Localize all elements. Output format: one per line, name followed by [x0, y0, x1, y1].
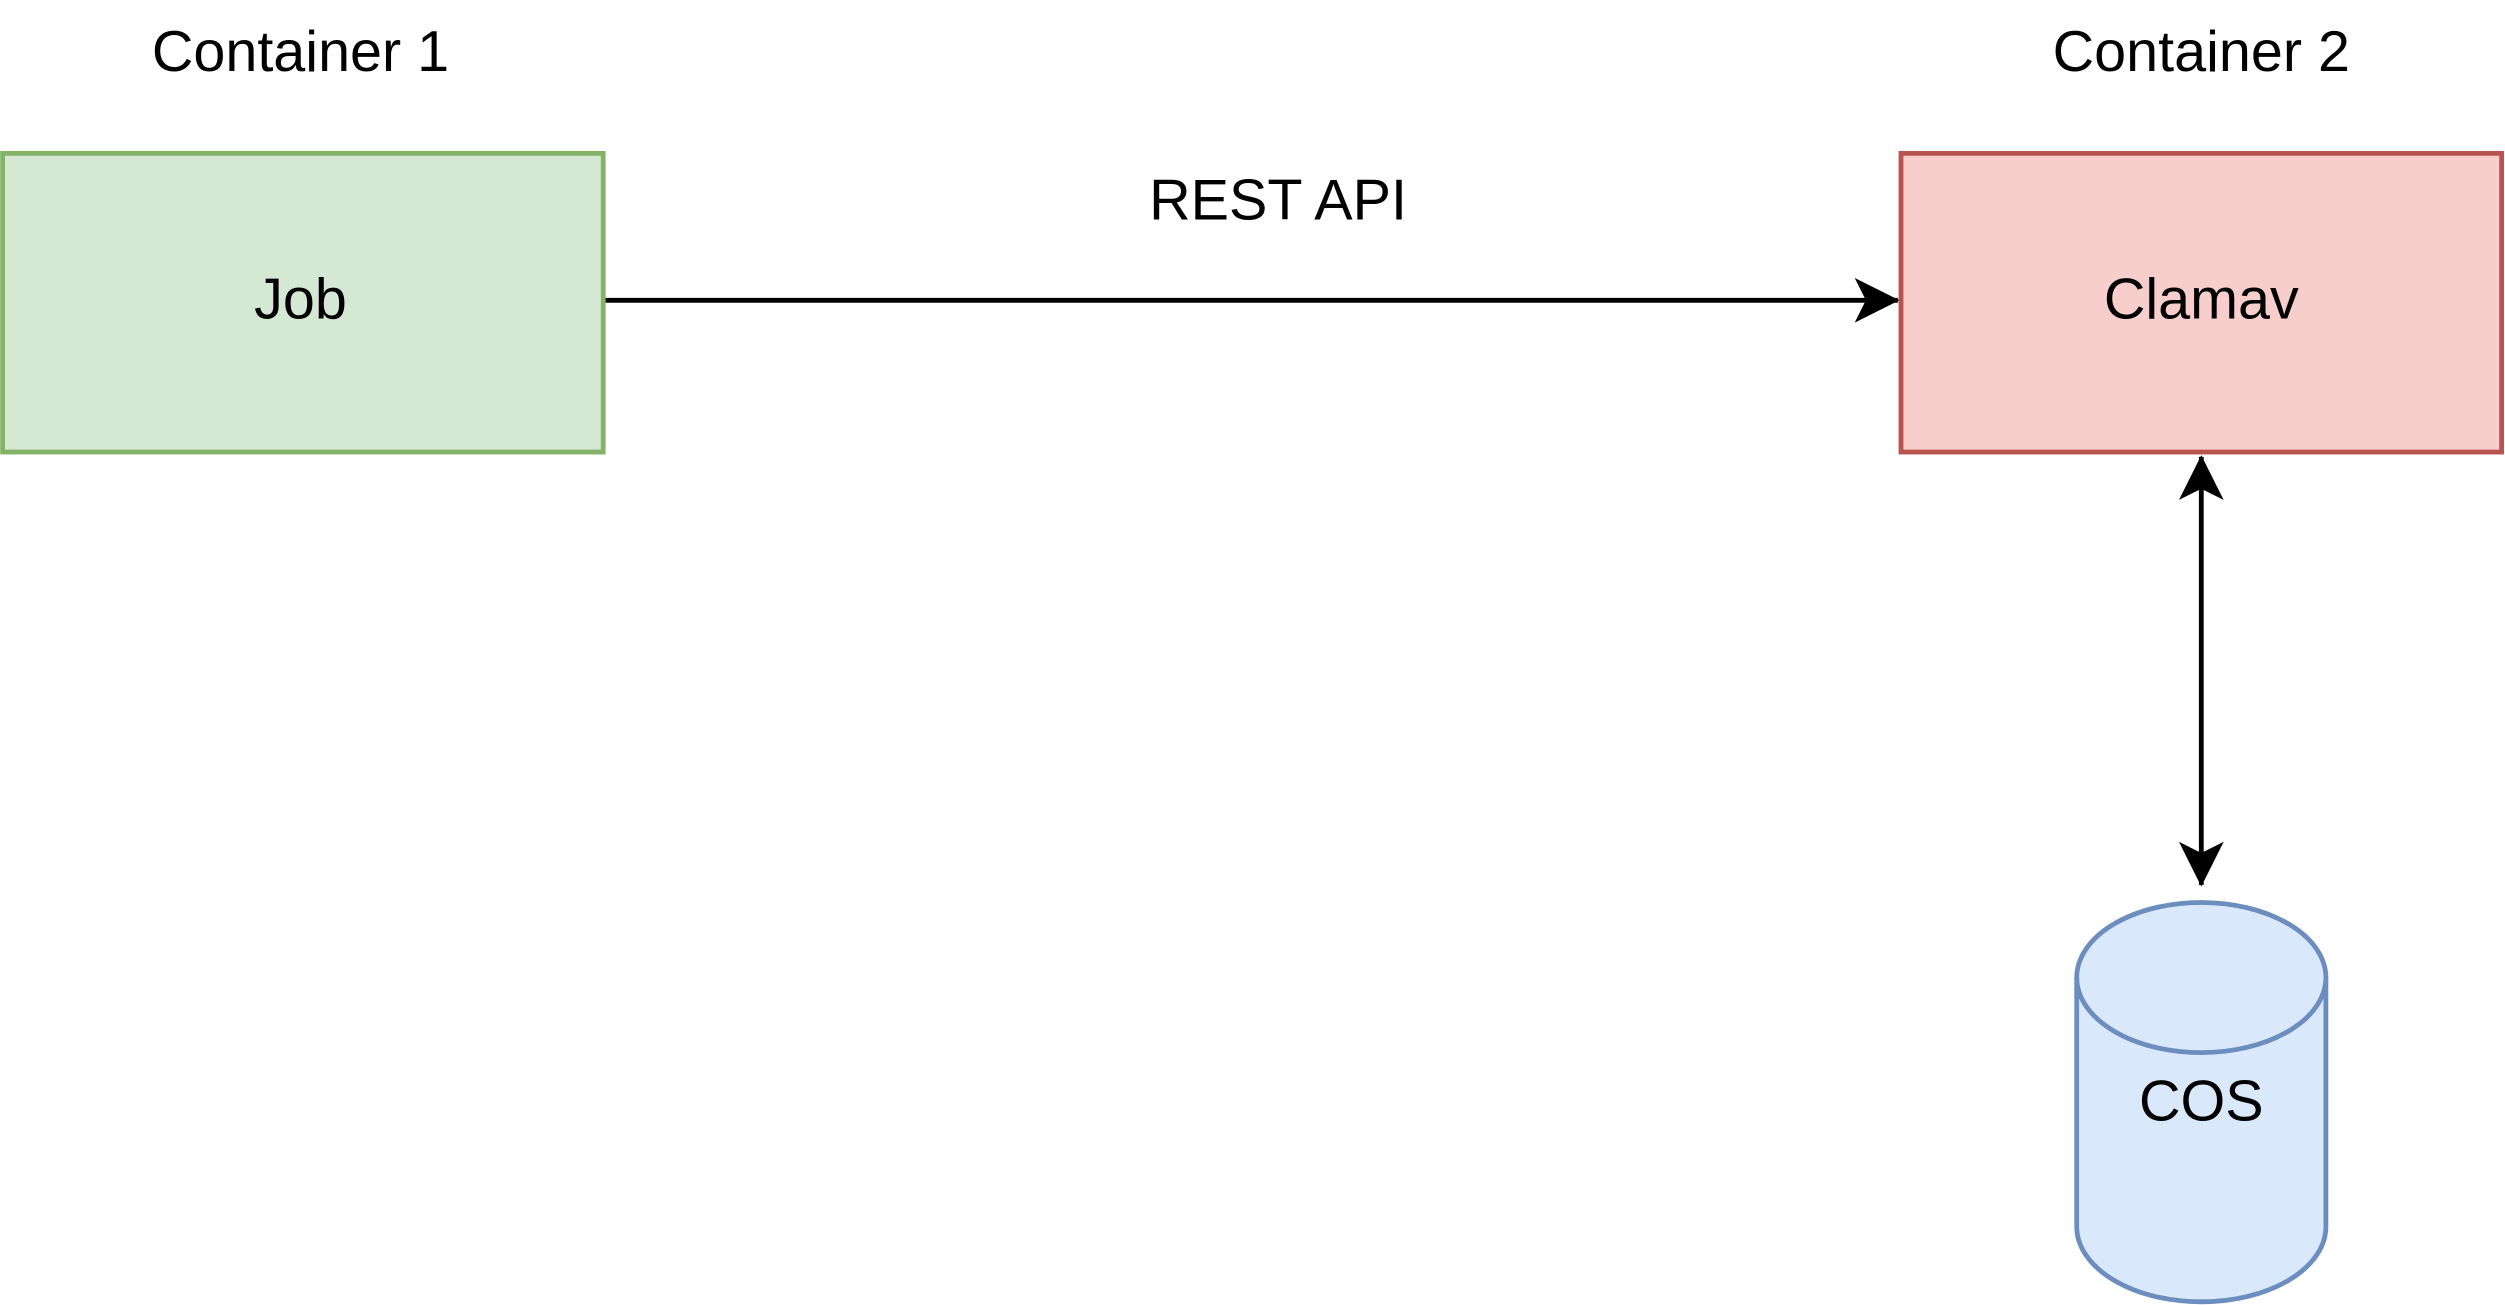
node-label: Job	[254, 268, 347, 332]
edge-label: REST API	[1149, 169, 1407, 233]
clamav-box	[1898, 150, 2504, 455]
container-title: Container 1	[152, 20, 449, 84]
cos-cylinder	[2074, 900, 2329, 1305]
cylinder-body	[2074, 900, 2329, 1305]
job-box	[0, 150, 606, 455]
container-title: Container 2	[2053, 20, 2350, 84]
cylinder-rim	[2074, 977, 2329, 1055]
node-label: Clamav	[2104, 268, 2299, 332]
storage-label: COS	[2139, 1070, 2264, 1134]
